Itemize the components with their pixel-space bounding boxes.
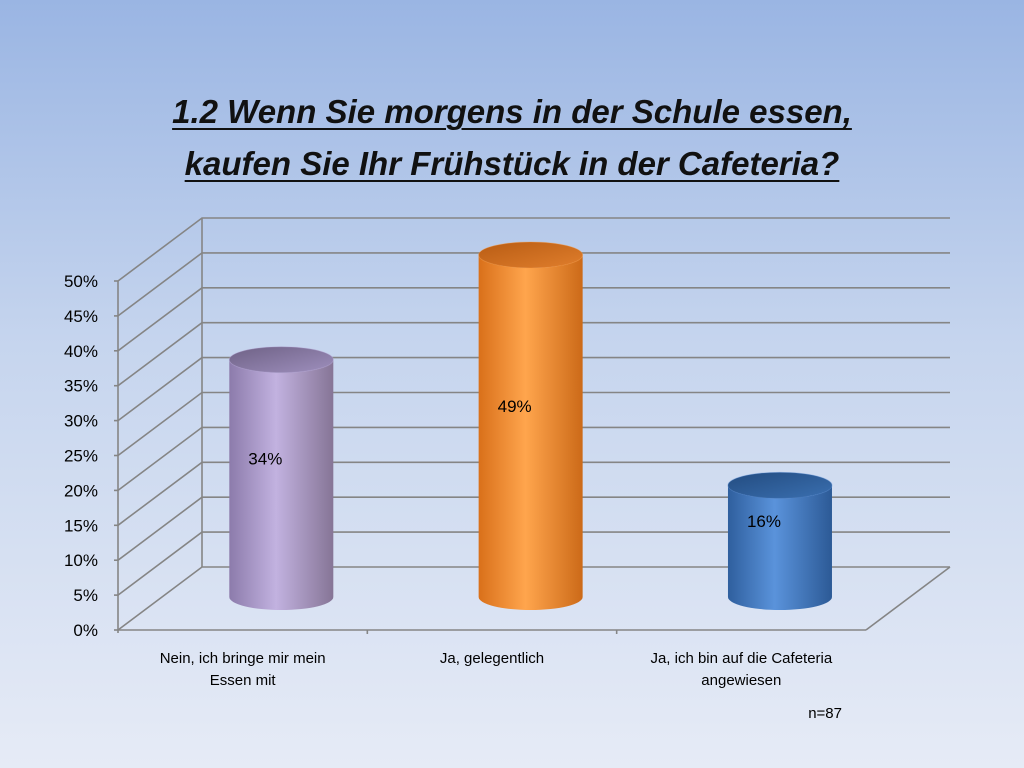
y-tick-labels: 0% 5% 10% 15% 20% 25% 30% 35% 40% 45% 50% — [64, 272, 98, 640]
bar: 49% — [478, 241, 584, 611]
category-labels: Nein, ich bringe mir mein Essen mit Ja, ge… — [160, 650, 833, 689]
bar-top — [727, 471, 833, 499]
bar-body — [727, 485, 832, 611]
y-tick-label: 10% — [64, 551, 98, 570]
category-label: Ja, gelegentlich — [440, 650, 544, 667]
chart-title-line2: kaufen Sie Ihr Frühstück in der Cafeteri… — [184, 145, 840, 182]
chart-title: 1.2 Wenn Sie morgens in der Schule essen… — [0, 86, 1024, 190]
axes — [114, 218, 951, 634]
bar: 16% — [727, 471, 833, 611]
sample-size-note: n=87 — [808, 705, 842, 722]
bar: 34% — [228, 346, 334, 611]
y-tick-label: 25% — [64, 447, 98, 466]
bar-body — [478, 255, 583, 611]
category-label: Nein, ich bringe mir mein Essen mit — [160, 650, 326, 689]
y-tick-label: 35% — [64, 377, 98, 396]
bars: 34% 49% 16% — [228, 241, 833, 611]
data-label: 34% — [248, 449, 282, 468]
y-tick-label: 0% — [73, 621, 98, 640]
y-tick-label: 40% — [64, 342, 98, 361]
y-tick-label: 50% — [64, 272, 98, 291]
y-tick-label: 30% — [64, 412, 98, 431]
y-tick-label: 5% — [73, 586, 98, 605]
y-tick-label: 45% — [64, 307, 98, 326]
y-tick-label: 20% — [64, 481, 98, 500]
chart-title-line1: 1.2 Wenn Sie morgens in der Schule essen… — [172, 93, 852, 130]
category-label: Ja, ich bin auf die Cafeteria angewiesen — [650, 650, 832, 689]
bar-top — [228, 346, 334, 374]
data-label: 16% — [747, 512, 781, 531]
bar-body — [229, 359, 334, 611]
bar-top — [478, 241, 584, 269]
y-tick-label: 15% — [64, 516, 98, 535]
data-label: 49% — [498, 397, 532, 416]
axis-line — [865, 566, 951, 631]
